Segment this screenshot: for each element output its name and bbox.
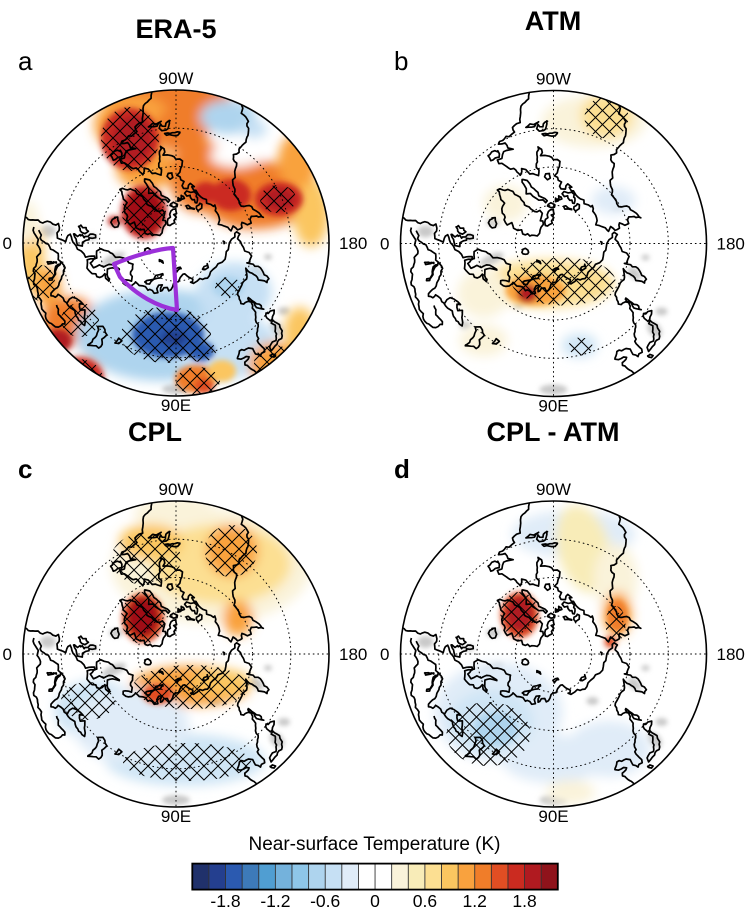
svg-text:90W: 90W bbox=[159, 480, 194, 499]
svg-text:180: 180 bbox=[339, 234, 367, 253]
svg-text:90W: 90W bbox=[536, 70, 571, 89]
svg-text:90E: 90E bbox=[161, 396, 191, 415]
svg-text:0.6: 0.6 bbox=[413, 891, 437, 911]
svg-text:0: 0 bbox=[3, 234, 12, 253]
svg-text:b: b bbox=[394, 46, 408, 76]
svg-text:Near-surface Temperature (K): Near-surface Temperature (K) bbox=[248, 834, 500, 855]
svg-text:-1.2: -1.2 bbox=[260, 891, 290, 911]
svg-text:c: c bbox=[18, 454, 32, 484]
svg-text:1.8: 1.8 bbox=[512, 891, 536, 911]
svg-text:CPL: CPL bbox=[128, 417, 182, 447]
svg-text:a: a bbox=[18, 46, 33, 76]
svg-text:0: 0 bbox=[380, 645, 389, 664]
svg-text:180: 180 bbox=[717, 645, 745, 664]
svg-text:90E: 90E bbox=[538, 807, 568, 826]
svg-text:ERA-5: ERA-5 bbox=[135, 14, 216, 44]
svg-text:CPL - ATM: CPL - ATM bbox=[487, 417, 620, 447]
svg-text:ATM: ATM bbox=[525, 6, 581, 36]
svg-text:-0.6: -0.6 bbox=[310, 891, 340, 911]
svg-text:180: 180 bbox=[717, 235, 745, 254]
svg-text:90E: 90E bbox=[538, 397, 568, 416]
svg-text:0: 0 bbox=[3, 645, 12, 664]
svg-text:0: 0 bbox=[380, 235, 389, 254]
svg-text:90W: 90W bbox=[159, 69, 194, 88]
svg-text:180: 180 bbox=[339, 645, 367, 664]
svg-text:0: 0 bbox=[370, 891, 380, 911]
svg-text:90W: 90W bbox=[536, 480, 571, 499]
svg-text:-1.8: -1.8 bbox=[210, 891, 240, 911]
svg-text:1.2: 1.2 bbox=[463, 891, 487, 911]
svg-text:90E: 90E bbox=[161, 807, 191, 826]
svg-text:d: d bbox=[394, 454, 410, 484]
